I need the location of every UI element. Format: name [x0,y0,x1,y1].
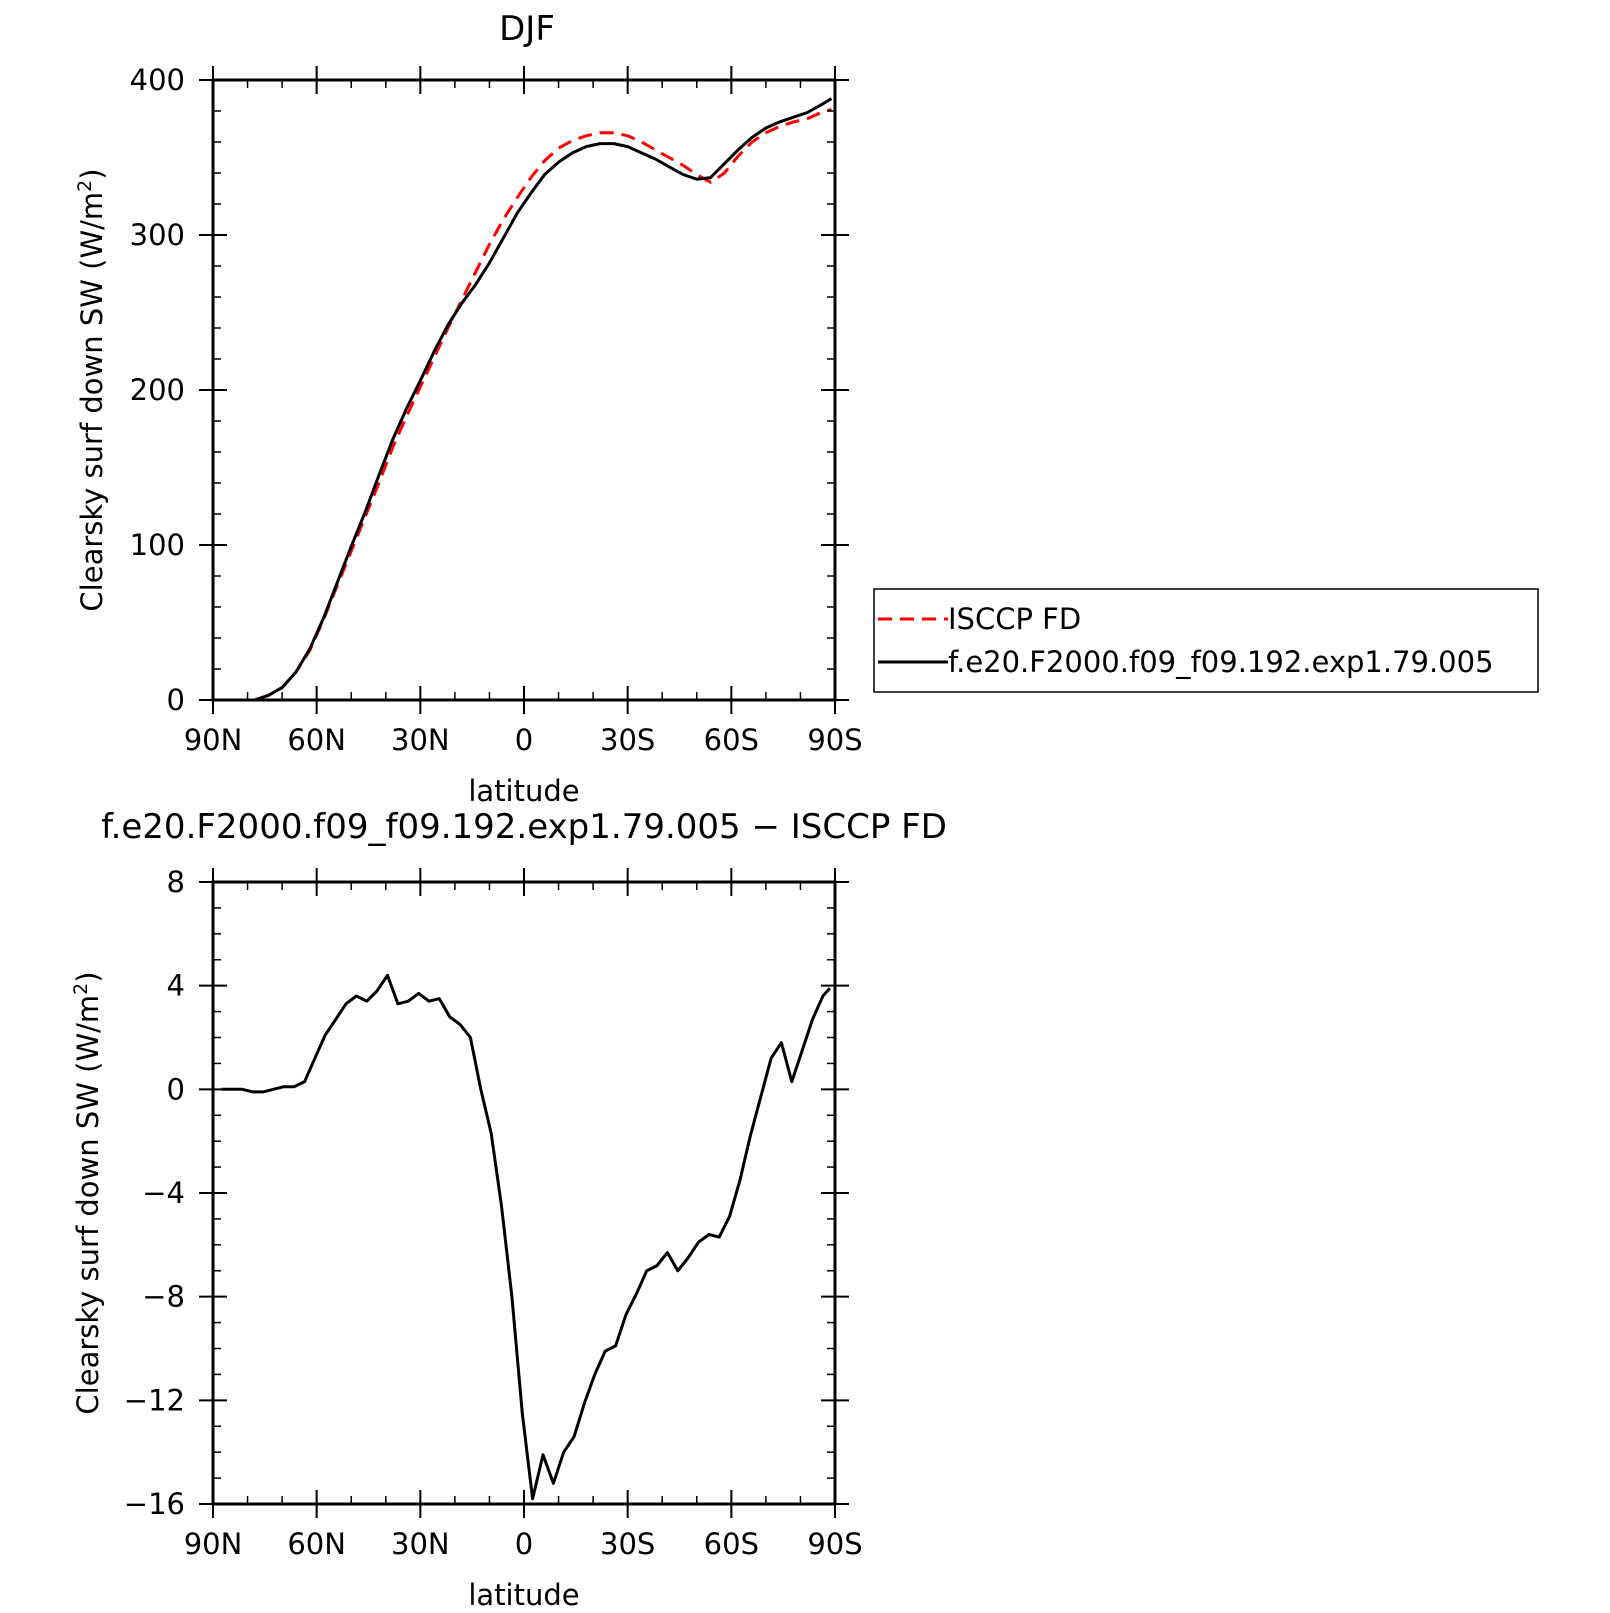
series-line-0-0 [213,108,832,702]
y-tick-label: −4 [142,1176,185,1210]
y-tick-label: −12 [124,1383,185,1417]
x-tick-label: 60S [704,723,759,757]
x-tick-label: 0 [515,723,533,757]
x-tick-label: 90S [807,723,862,757]
top-chart-frame [211,78,837,702]
top-chart-lines [213,97,833,702]
x-tick-label: 30S [600,1527,655,1561]
x-tick-label: 60N [287,1527,346,1561]
y-tick-label: −16 [124,1487,185,1521]
top-chart: DJF 90N 60N 30N 0 30S 60S 90S 0 100 200 300 400 lat… [74,9,1539,808]
series-line-1-0 [221,973,831,1501]
x-tick-label: 30N [391,723,450,757]
bottom-chart-title: f.e20.F2000.f09_f09.192.exp1.79.005 − IS… [101,807,947,847]
top-chart-tick-labels: 90N 60N 30N 0 30S 60S 90S 0 100 200 300 400 [130,63,863,757]
x-tick-label: 90S [807,1527,862,1561]
top-chart-legend: ISCCP FD f.e20.F2000.f09_f09.192.exp1.79… [873,588,1539,693]
y-tick-label: −8 [142,1280,185,1314]
bottom-chart-lines [221,973,831,1501]
x-tick-label: 0 [515,1527,533,1561]
legend-entry-model: f.e20.F2000.f09_f09.192.exp1.79.005 [878,645,1494,679]
top-chart-x-axis-label: latitude [468,774,579,808]
bottom-chart-ticks [199,868,849,1518]
bottom-chart-y-axis-label: Clearsky surf down SW (W/m2) [70,971,105,1414]
y-tick-label: 300 [130,218,185,252]
y-tick-label: 200 [130,373,185,407]
y-tick-label: 100 [130,528,185,562]
x-tick-label: 60N [287,723,346,757]
x-tick-label: 90N [184,1527,243,1561]
bottom-chart-tick-labels: 90N 60N 30N 0 30S 60S 90S −16 −12 −8 −4 0 4 8 [124,865,863,1561]
y-tick-label: 0 [167,1072,185,1106]
top-chart-y-axis-label: Clearsky surf down SW (W/m2) [74,168,109,611]
legend-entry-isccp: ISCCP FD [878,602,1081,636]
x-tick-label: 90N [184,723,243,757]
bottom-chart: f.e20.F2000.f09_f09.192.exp1.79.005 − IS… [70,807,947,1612]
legend-box [873,588,1539,693]
bottom-chart-frame [211,880,837,1506]
legend-label-isccp: ISCCP FD [948,602,1081,636]
y-tick-label: 4 [167,969,185,1003]
y-tick-label: 0 [167,683,185,717]
y-tick-label: 400 [130,63,185,97]
x-tick-label: 60S [704,1527,759,1561]
series-line-0-1 [213,97,833,702]
x-tick-label: 30S [600,723,655,757]
x-tick-label: 30N [391,1527,450,1561]
legend-label-model: f.e20.F2000.f09_f09.192.exp1.79.005 [948,645,1494,679]
bottom-chart-x-axis-label: latitude [468,1578,579,1612]
top-chart-title: DJF [499,9,555,49]
y-tick-label: 8 [167,865,185,899]
top-chart-ticks [199,66,849,714]
